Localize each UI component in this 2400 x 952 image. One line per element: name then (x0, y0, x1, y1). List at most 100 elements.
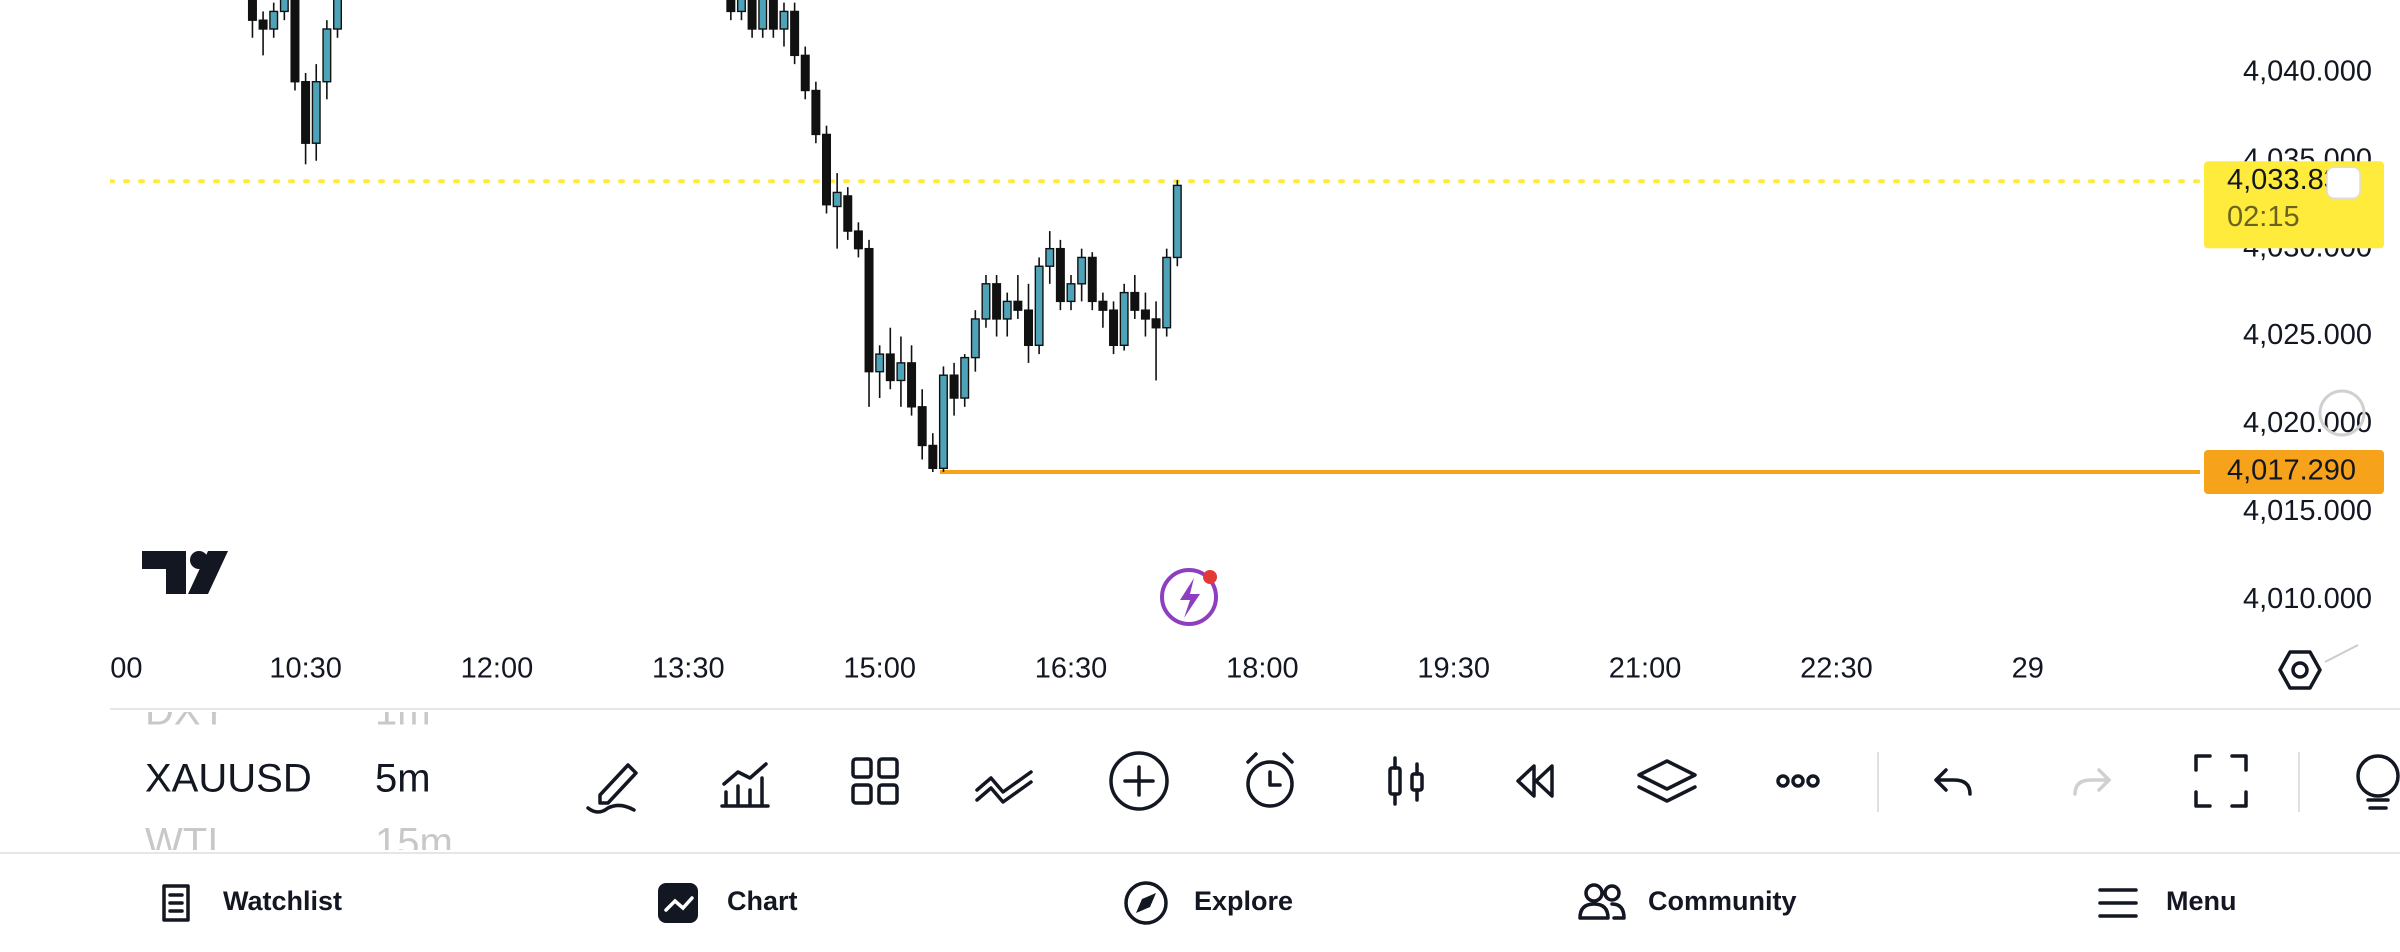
candle-body (790, 10, 800, 57)
undo-icon[interactable] (1934, 768, 1972, 796)
candle-body (917, 406, 927, 447)
candle-body (726, 0, 736, 13)
candle-body (1045, 247, 1055, 267)
candle-body (1109, 309, 1119, 347)
candle-body (768, 0, 778, 30)
candle-body (843, 195, 853, 232)
candle-body (811, 89, 821, 136)
nav-community[interactable]: Community (1578, 883, 1797, 920)
candle-body (1023, 309, 1033, 347)
x-tick-label: 16:30 (1035, 653, 1108, 685)
y-tick-label: 4,025.000 (2243, 319, 2372, 351)
candle-body (1130, 291, 1140, 311)
symbol[interactable]: DXY (145, 690, 227, 734)
x-tick-label: 18:00 (1226, 653, 1299, 685)
candle-body (800, 54, 810, 92)
candle-body (907, 362, 917, 408)
chart-settings-icon[interactable] (2278, 650, 2322, 690)
y-tick-label: 4,015.000 (2243, 495, 2372, 527)
x-tick-label: 9:00 (86, 653, 142, 685)
candle-body (885, 353, 895, 382)
candle-body (322, 28, 332, 83)
nav-menu[interactable]: Menu (2098, 886, 2237, 918)
candle-body (258, 19, 268, 30)
nav-watchlist[interactable]: Watchlist (162, 884, 342, 922)
nav-label[interactable]: Explore (1194, 886, 1293, 916)
x-tick-label: 15:00 (843, 653, 916, 685)
candle-body (279, 0, 289, 13)
candle-body (970, 318, 980, 359)
layers-icon[interactable] (1637, 759, 1697, 803)
more-icon[interactable] (1776, 774, 1820, 788)
candle-body (875, 353, 885, 373)
candle-body (758, 0, 768, 30)
candle-body (864, 247, 874, 373)
nav-label[interactable]: Chart (727, 886, 798, 916)
candle-body (938, 374, 948, 470)
candle-body (1055, 247, 1065, 303)
compare-icon[interactable] (975, 770, 1033, 804)
alert-icon[interactable] (1246, 752, 1294, 808)
interval[interactable]: 1m (375, 690, 431, 734)
nav-chart[interactable]: Chart (658, 883, 798, 923)
bottom-nav: Watchlist Chart Explore Community Menu (162, 881, 2237, 925)
candle-body (1087, 256, 1097, 303)
interval[interactable]: 15m (375, 821, 453, 865)
resize-hint (2324, 644, 2359, 663)
replay-icon[interactable] (1516, 764, 1554, 798)
redo-icon[interactable] (2073, 768, 2112, 796)
candle-body (247, 0, 257, 21)
scroll-handle[interactable] (2318, 389, 2366, 437)
level-price-box (2204, 450, 2384, 495)
candle-body (1077, 256, 1087, 285)
x-tick-label: 19:30 (1417, 653, 1490, 685)
x-tick-label: 22:30 (1800, 653, 1873, 685)
candle-body (853, 230, 863, 250)
fullscreen-icon[interactable] (2194, 754, 2248, 808)
y-tick-label: 4,020.000 (2243, 407, 2372, 439)
nav-label[interactable]: Watchlist (223, 886, 342, 916)
candle-body (1098, 300, 1108, 311)
ideas-icon[interactable] (2356, 754, 2400, 810)
candle-body (832, 191, 842, 208)
draw-tool-icon[interactable] (586, 763, 638, 814)
candle-body (1172, 184, 1182, 259)
y-tick-label: 4,040.000 (2243, 56, 2372, 88)
candle-body (1002, 300, 1012, 320)
candle-body (301, 81, 311, 144)
symbol[interactable]: WTI (145, 821, 218, 865)
x-tick-label: 29 (2012, 653, 2044, 685)
candle-body (822, 133, 832, 206)
templates-icon[interactable] (851, 757, 899, 805)
indicators-icon[interactable] (720, 762, 770, 808)
candle-body (928, 444, 938, 470)
candle-body (332, 0, 342, 30)
candle-body (949, 374, 959, 399)
level-price-label: 4,017.290 (2227, 455, 2356, 487)
nav-explore[interactable]: Explore (1124, 881, 1293, 925)
countdown-label: 02:15 (2227, 201, 2300, 233)
candle-body (290, 0, 300, 83)
symbol[interactable]: XAUUSD (145, 757, 312, 801)
nav-label[interactable]: Community (1648, 886, 1797, 916)
candle-body (1034, 265, 1044, 347)
candle-body (779, 10, 789, 30)
bar-style-icon[interactable] (1388, 756, 1424, 806)
candle-body (1066, 283, 1076, 303)
alert-lightning-icon[interactable] (1160, 568, 1218, 626)
add-icon[interactable] (1109, 751, 1169, 811)
candle-body (992, 283, 1002, 320)
candle-body (311, 81, 321, 144)
nav-label[interactable]: Menu (2166, 886, 2237, 916)
x-tick-label: 21:00 (1609, 653, 1682, 685)
plot-area: 9:00 10:30 12:00 13:30 15:00 16:30 18:00 19:30 2… (86, 0, 2200, 685)
symbol-picker[interactable]: DXY 1m XAUUSD 5m WTI 15m (145, 690, 453, 865)
toolbar (586, 751, 2400, 814)
x-tick-label: 12:00 (461, 653, 534, 685)
candle-body (1151, 318, 1161, 329)
candle-body (960, 356, 970, 399)
candle-body (1162, 256, 1172, 329)
interval[interactable]: 5m (375, 757, 431, 801)
